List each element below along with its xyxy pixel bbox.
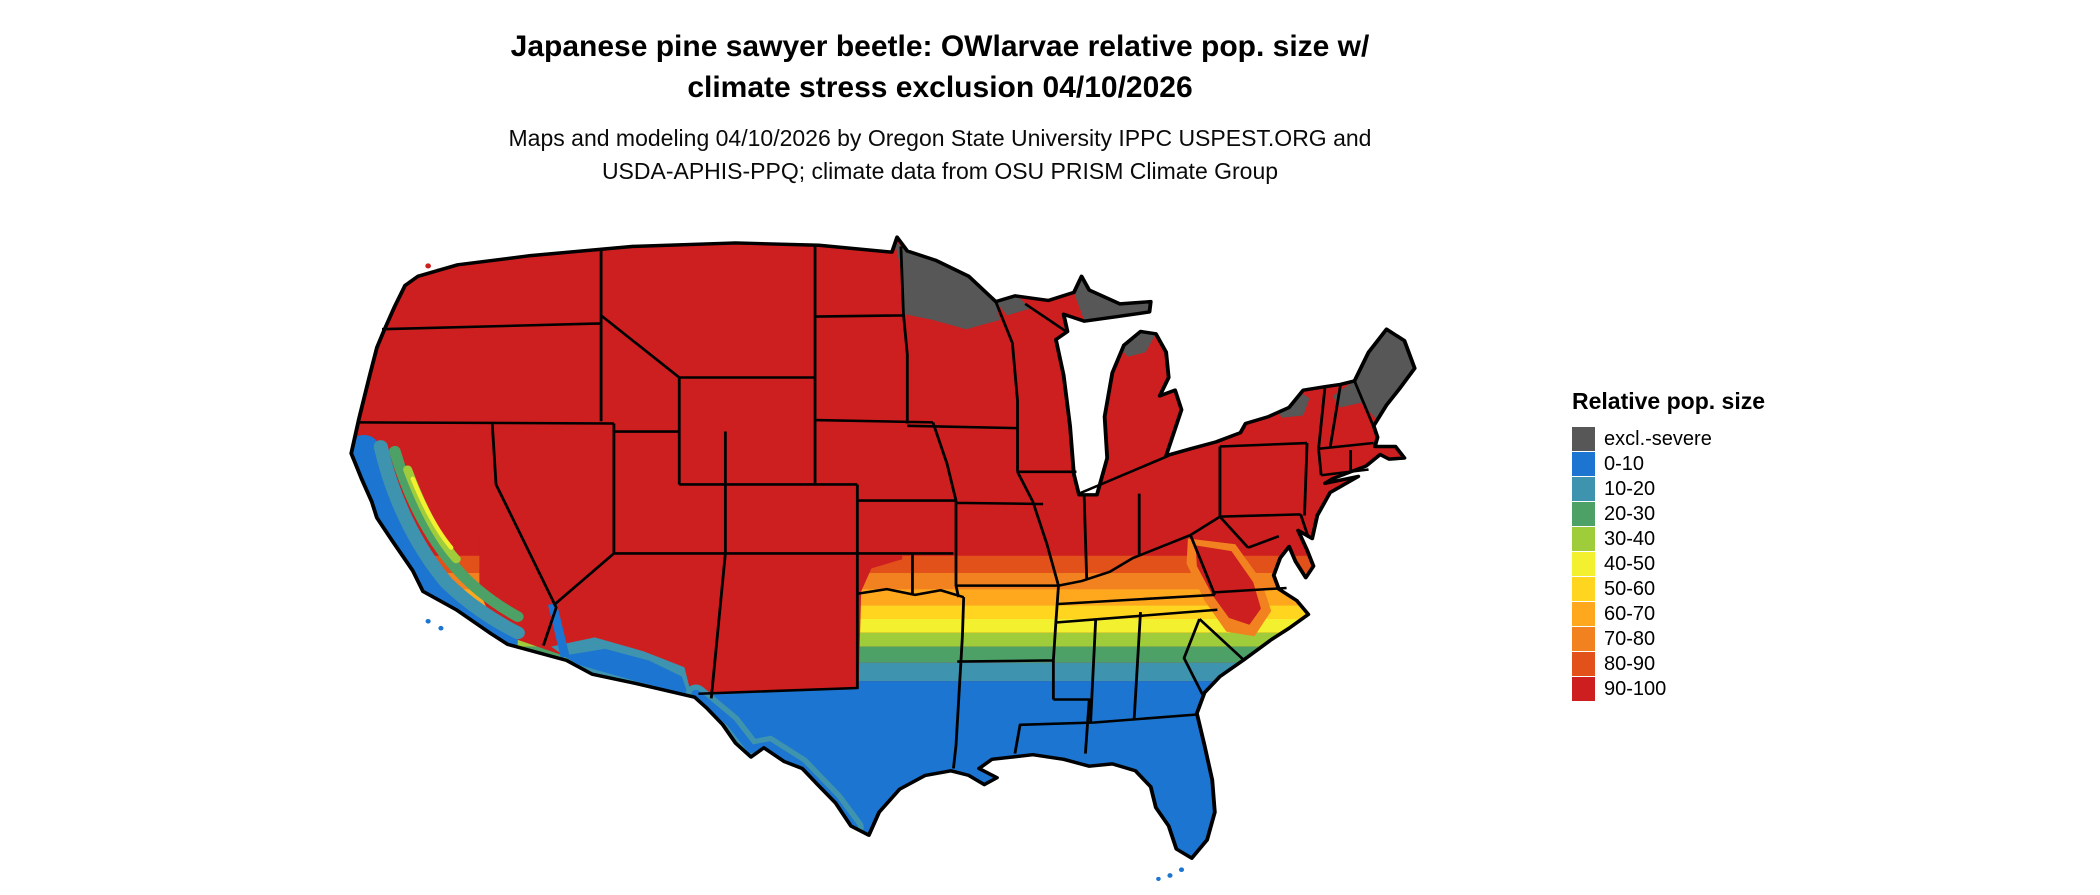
legend-label: 90-100 xyxy=(1604,677,1667,700)
legend-swatch-90-100 xyxy=(1572,677,1595,701)
legend-swatch-0-10 xyxy=(1572,452,1595,476)
legend-swatch-60-70 xyxy=(1572,602,1595,626)
legend-swatch-30-40 xyxy=(1572,527,1595,551)
legend-label: 70-80 xyxy=(1604,627,1656,650)
state-borders-central xyxy=(815,246,1221,769)
legend-item: 60-70 xyxy=(1572,602,1832,626)
legend-label: 60-70 xyxy=(1604,602,1656,625)
legend-label: 20-30 xyxy=(1604,502,1656,525)
island-dot xyxy=(1156,876,1161,881)
island-dot xyxy=(438,625,444,631)
band-30-40 xyxy=(351,632,1415,647)
legend-swatch-10-20 xyxy=(1572,477,1595,501)
excluded-region-minnesota xyxy=(894,240,1000,330)
legend-item: 50-60 xyxy=(1572,577,1832,601)
map-title-line1: Japanese pine sawyer beetle: OWlarvae re… xyxy=(510,30,1370,63)
legend-label: 80-90 xyxy=(1604,652,1656,675)
legend-label: 40-50 xyxy=(1604,552,1656,575)
appalachian-red-tongue xyxy=(1195,545,1261,625)
southwest-highlands-red xyxy=(479,533,903,695)
band-10-20 xyxy=(351,662,1415,682)
legend-item: 30-40 xyxy=(1572,527,1832,551)
legend-item: 80-90 xyxy=(1572,652,1832,676)
state-borders xyxy=(357,245,1376,769)
map-title-line2: climate stress exclusion 04/10/2026 xyxy=(687,71,1193,105)
map-title: Japanese pine sawyer beetle: OWlarvae re… xyxy=(0,26,1880,109)
band-20-30 xyxy=(351,646,1415,663)
legend: Relative pop. size excl.-severe 0-10 10-20… xyxy=(1572,388,1832,702)
legend-items: excl.-severe 0-10 10-20 20-30 30-40 40-50 50-6… xyxy=(1572,427,1832,701)
legend-swatch-50-60 xyxy=(1572,577,1595,601)
raster-fill xyxy=(351,237,1415,859)
band-0-10 xyxy=(351,681,1415,859)
legend-label: 30-40 xyxy=(1604,527,1656,550)
california-green-strip xyxy=(389,445,524,622)
legend-label: 10-20 xyxy=(1604,477,1656,500)
excluded-region-upper-michigan xyxy=(1073,276,1151,320)
legend-swatch-excl.-severe xyxy=(1572,427,1595,451)
map-subtitle-line2: USDA-APHIS-PPQ; climate data from OSU PR… xyxy=(601,158,1279,185)
california-teal-strip xyxy=(373,440,525,640)
legend-swatch-70-80 xyxy=(1572,627,1595,651)
island-dot xyxy=(1178,867,1185,872)
us-map xyxy=(300,205,1530,895)
legend-item: excl.-severe xyxy=(1572,427,1832,451)
island-dot xyxy=(425,263,431,269)
state-borders-west xyxy=(357,245,954,699)
legend-label: 0-10 xyxy=(1604,452,1645,475)
legend-label: 50-60 xyxy=(1604,577,1656,600)
legend-title: Relative pop. size xyxy=(1572,388,1766,414)
legend-item: 40-50 xyxy=(1572,552,1832,576)
map-subtitle: Maps and modeling 04/10/2026 by Oregon S… xyxy=(0,122,1880,189)
legend-swatch-80-90 xyxy=(1572,652,1595,676)
legend-swatch-20-30 xyxy=(1572,502,1595,526)
map-subtitle-line1: Maps and modeling 04/10/2026 by Oregon S… xyxy=(508,125,1372,151)
legend-item: 90-100 xyxy=(1572,677,1832,701)
central-valley-yellow xyxy=(410,476,454,550)
us-map-svg xyxy=(349,235,1417,881)
legend-item: 10-20 xyxy=(1572,477,1832,501)
legend-swatch-40-50 xyxy=(1572,552,1595,576)
excluded-region-north-lower-michigan xyxy=(1120,331,1156,357)
excluded-region-maine xyxy=(1332,329,1415,419)
legend-item: 20-30 xyxy=(1572,502,1832,526)
us-outline xyxy=(349,235,1417,860)
arizona-blue-patch xyxy=(562,648,689,695)
legend-item: 0-10 xyxy=(1572,452,1832,476)
island-dot xyxy=(425,619,431,624)
island-dot xyxy=(1167,873,1173,878)
legend-label: excl.-severe xyxy=(1604,427,1712,450)
legend-item: 70-80 xyxy=(1572,627,1832,651)
